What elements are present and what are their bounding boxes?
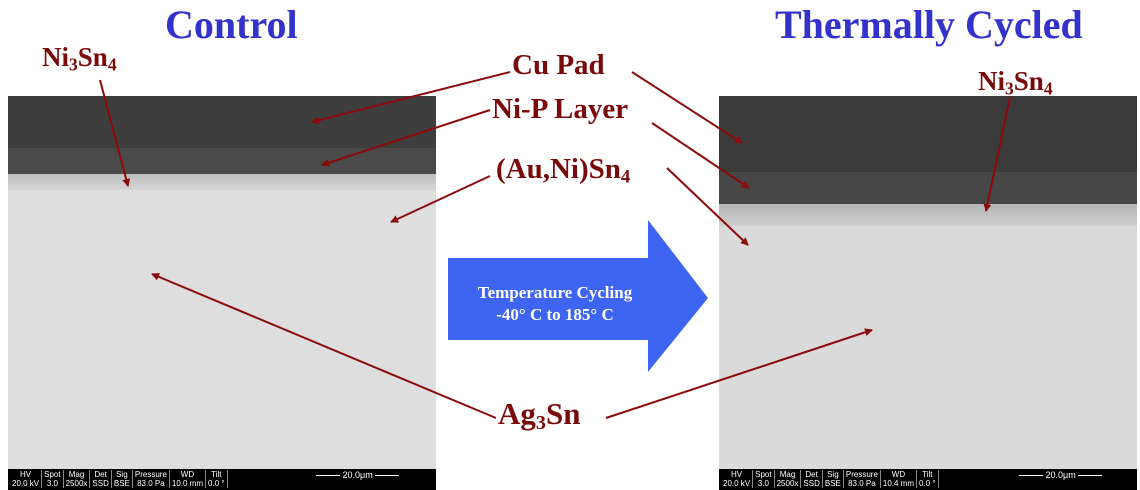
leader-auni-right [666, 167, 749, 246]
arrow-text-line2: -40° C to 185° C [496, 305, 614, 324]
leader-cu-pad-left [311, 71, 511, 125]
ni3sn4-label-right: Ni3Sn4 [978, 66, 1053, 99]
leader-ag3sn-left [151, 273, 497, 419]
ag3sn-label: Ag3Sn [498, 396, 581, 435]
sem-info-bar: HV Spot Mag Det Sig Pressure WD Tilt 20.0 kV… [8, 469, 436, 490]
thermally-cycled-micrograph: HV Spot Mag Det Sig Pressure WD Tilt 20.0 kV… [719, 96, 1137, 490]
cu-pad-region [8, 96, 436, 148]
leader-ni3sn4-left [99, 79, 131, 187]
ni3sn4-imc-region [719, 204, 1137, 226]
leader-nip-left [321, 109, 491, 167]
control-micrograph: HV Spot Mag Det Sig Pressure WD Tilt 20.0 kV… [8, 96, 436, 490]
cu-pad-region [719, 96, 1137, 172]
sem-info-bar: HV Spot Mag Det Sig Pressure WD Tilt 20.0 kV… [719, 469, 1137, 490]
cu-pad-label: Cu Pad [512, 49, 605, 81]
scale-bar: 20.0μm [316, 471, 400, 480]
nip-layer-label: Ni-P Layer [492, 93, 629, 125]
leader-auni-left [390, 175, 491, 223]
temperature-cycling-arrow [448, 220, 708, 372]
nip-layer-region [8, 148, 436, 174]
temperature-cycling-text: Temperature Cycling -40° C to 185° C [450, 282, 660, 326]
ni3sn4-label-left: Ni3Sn4 [42, 42, 117, 75]
ni3sn4-imc-region [8, 174, 436, 190]
leader-cu-pad-right [631, 71, 743, 144]
leader-ni3sn4-right [983, 96, 1011, 212]
arrow-text-line1: Temperature Cycling [477, 283, 633, 302]
scale-bar: 20.0μm [1019, 471, 1103, 480]
leader-ag3sn-right [605, 328, 873, 419]
nip-layer-region [719, 172, 1137, 204]
leader-nip-right [651, 122, 750, 189]
thermally-cycled-title: Thermally Cycled [775, 2, 1083, 47]
au-ni-sn4-label: (Au,Ni)Sn4 [496, 153, 631, 188]
control-title: Control [165, 2, 298, 47]
